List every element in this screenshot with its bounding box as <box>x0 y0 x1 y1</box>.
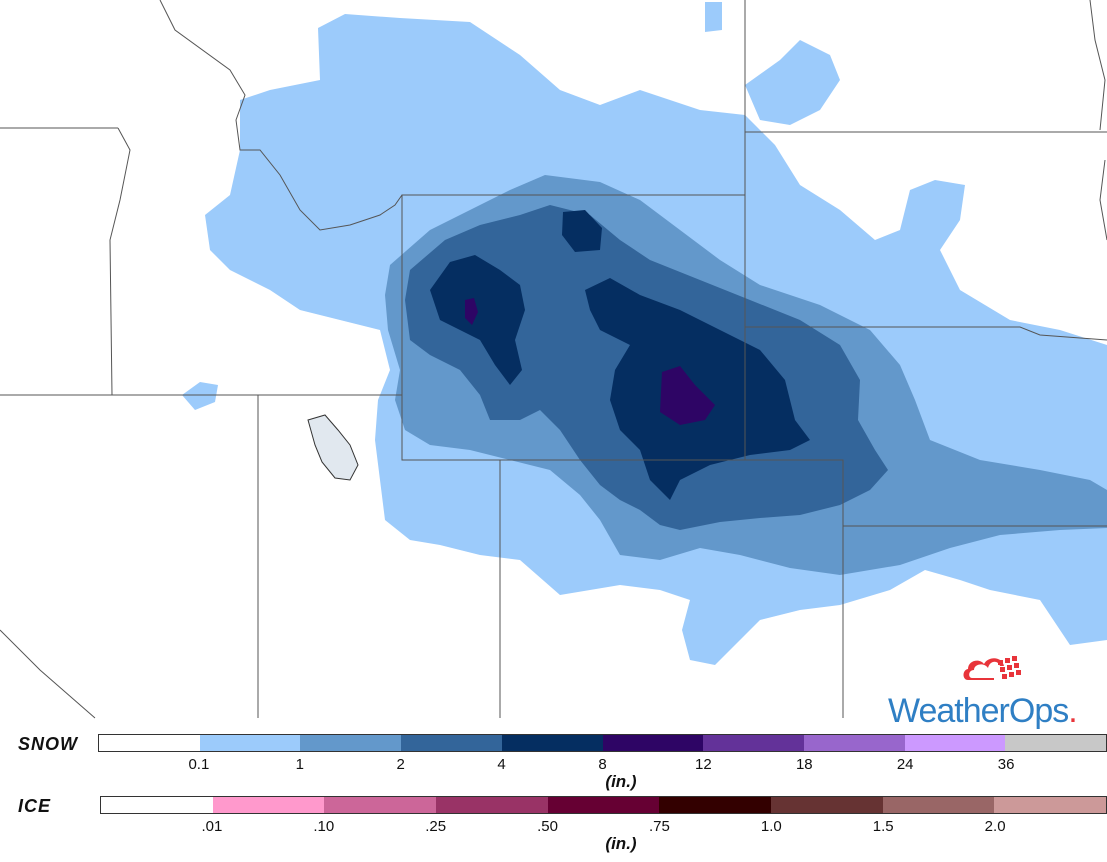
ice-tick-label: .10 <box>313 818 335 835</box>
snow-tick-label: 4 <box>497 756 506 773</box>
snow-legend-swatch <box>602 735 704 751</box>
snow-legend-swatch <box>904 735 1006 751</box>
snow-legend-swatch <box>401 735 502 751</box>
cloud-grid-icon <box>963 656 1021 680</box>
ice-unit-label: (in.) <box>605 834 637 853</box>
snow-legend-label: SNOW <box>18 734 78 754</box>
snow-legend-swatch <box>501 735 603 751</box>
snow-legend-swatch <box>99 735 200 751</box>
brand-name: WeatherOps <box>888 692 1069 730</box>
ice-tick-label: 1.5 <box>872 818 894 835</box>
ice-tick-label: .50 <box>537 818 558 835</box>
snowfall-forecast-map <box>0 0 1107 720</box>
ice-legend-swatch <box>994 797 1107 813</box>
snow-unit-label: (in.) <box>605 772 637 791</box>
snow-tick-label: 36 <box>997 756 1015 773</box>
weatherops-logo: WeatherOps. <box>888 648 1107 731</box>
snow-legend-swatch <box>1005 735 1107 751</box>
snow-color-bar <box>98 734 1107 752</box>
state-borders <box>0 0 1107 719</box>
ice-tick-label: .25 <box>425 818 447 835</box>
ice-color-bar <box>100 796 1107 814</box>
snow-tick-label: 2 <box>396 756 405 773</box>
snow-tick-label: 18 <box>795 756 813 773</box>
ice-tick-label: 1.0 <box>760 818 782 835</box>
snow-tick-label: 24 <box>896 756 914 773</box>
brand-dot: . <box>1068 692 1078 730</box>
snow-legend-swatch <box>199 735 301 751</box>
snow-legend-swatch <box>703 735 804 751</box>
brand-wordmark: WeatherOps. <box>888 692 1078 731</box>
snow-tick-label: 8 <box>598 756 607 773</box>
snow-zone-8-inch <box>465 298 715 425</box>
ice-legend-label: ICE <box>18 796 52 816</box>
ice-tick-label: .75 <box>649 818 670 835</box>
ice-legend-swatch <box>547 797 660 813</box>
snow-tick-label: 1 <box>295 756 304 773</box>
ice-legend-swatch <box>324 797 437 813</box>
ice-tick-label: 2.0 <box>984 818 1006 835</box>
snow-legend-swatch <box>803 735 905 751</box>
ice-legend-swatch <box>771 797 883 813</box>
snow-legend: SNOW 0.1 1 2 4 8 12 18 24 36 (in.) <box>0 734 1107 794</box>
great-salt-lake <box>307 414 359 481</box>
ice-legend: ICE .01 .10 .25 .50 .75 1.0 1.5 2.0 (in.) <box>0 796 1107 862</box>
ice-tick-label: .01 <box>201 818 223 835</box>
ice-legend-swatch <box>659 797 772 813</box>
ice-legend-swatch <box>212 797 325 813</box>
snow-tick-label: 0.1 <box>188 756 210 773</box>
snow-legend-swatch <box>300 735 402 751</box>
ice-legend-swatch <box>882 797 995 813</box>
ice-legend-swatch <box>436 797 548 813</box>
ice-legend-swatch <box>101 797 213 813</box>
snow-tick-label: 12 <box>695 756 712 773</box>
